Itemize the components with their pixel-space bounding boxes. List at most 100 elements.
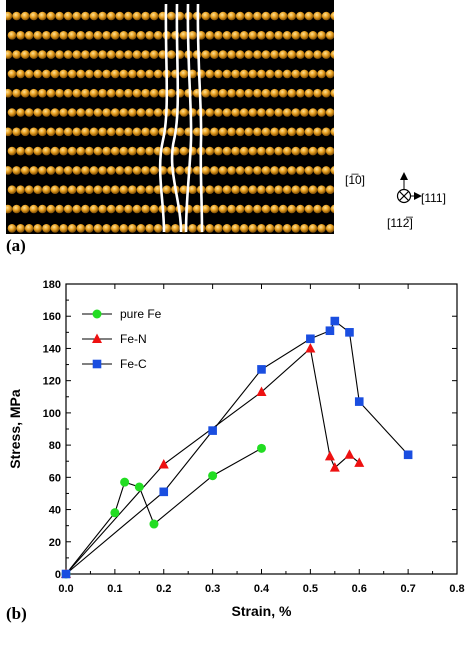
atom <box>153 108 163 117</box>
data-point-pure-fe <box>149 519 159 529</box>
atom <box>24 185 34 194</box>
atom <box>171 224 180 233</box>
atom <box>132 166 142 175</box>
x-tick-label: 0.2 <box>156 583 171 595</box>
atom <box>253 204 262 214</box>
series-line-fe-n <box>65 347 360 575</box>
atom <box>63 204 73 214</box>
atom <box>136 69 146 79</box>
atom <box>149 50 159 59</box>
atom <box>76 185 86 194</box>
data-point-fe-c <box>257 365 266 374</box>
atom <box>136 185 146 194</box>
atom <box>145 31 154 40</box>
atom <box>106 50 116 59</box>
atom <box>304 11 314 21</box>
dislocation-line <box>158 3 169 233</box>
atom <box>72 88 82 98</box>
atom <box>76 108 86 117</box>
atom <box>67 146 77 156</box>
dislocation-line <box>184 3 193 233</box>
atom <box>205 146 215 156</box>
atom <box>89 204 99 214</box>
atom <box>313 127 322 137</box>
atom <box>330 50 334 59</box>
panel-label-b: (b) <box>6 604 27 623</box>
atom <box>222 31 232 40</box>
atom <box>167 127 176 137</box>
atom <box>296 127 305 137</box>
atom <box>124 127 133 137</box>
atom <box>265 185 275 194</box>
atom <box>20 88 30 98</box>
atom <box>201 50 211 59</box>
x-tick-label: 0.1 <box>107 583 122 595</box>
atom <box>98 127 107 137</box>
atom <box>16 108 25 117</box>
legend-label-fe-c: Fe-C <box>120 357 147 371</box>
legend-marker-fe-n <box>92 333 102 343</box>
atom <box>274 224 283 233</box>
atom <box>239 224 249 233</box>
x-tick-label: 0.6 <box>352 583 367 595</box>
atom <box>265 69 275 79</box>
atom <box>55 11 64 21</box>
atom <box>106 127 116 137</box>
atom <box>38 88 47 98</box>
atom <box>46 204 56 214</box>
atom <box>20 127 30 137</box>
atom <box>7 224 17 233</box>
atom <box>244 166 254 175</box>
atom <box>218 127 228 137</box>
atom <box>325 224 334 233</box>
atom <box>278 50 288 59</box>
atom <box>296 166 305 175</box>
atom <box>149 127 159 137</box>
atom <box>248 31 258 40</box>
atom <box>270 127 279 137</box>
atom <box>24 69 34 79</box>
atom <box>29 50 39 59</box>
atom <box>330 88 334 98</box>
atom <box>67 185 77 194</box>
atom <box>227 127 236 137</box>
atom <box>136 108 146 117</box>
atom <box>153 224 163 233</box>
atom <box>55 166 64 175</box>
atom <box>308 224 318 233</box>
atom <box>321 166 331 175</box>
atom <box>89 127 99 137</box>
atom <box>63 166 73 175</box>
atom <box>282 31 292 40</box>
atom <box>81 88 90 98</box>
atom <box>313 50 322 59</box>
dislocation-line <box>196 3 204 233</box>
atom <box>102 31 111 40</box>
atom <box>85 224 94 233</box>
atom <box>115 127 125 137</box>
atom <box>308 69 318 79</box>
atom <box>59 224 68 233</box>
atom <box>291 31 301 40</box>
atom <box>287 88 297 98</box>
atom <box>12 204 21 214</box>
atom <box>239 185 249 194</box>
atom <box>325 108 334 117</box>
atom <box>222 108 232 117</box>
data-point-fe-c <box>403 450 413 460</box>
atom <box>29 166 39 175</box>
atom <box>239 146 249 156</box>
atom <box>218 88 228 98</box>
atom <box>300 185 309 194</box>
atom <box>128 69 137 79</box>
data-point-fe-n <box>256 386 267 396</box>
atom <box>76 31 86 40</box>
atom <box>149 11 159 21</box>
atom <box>257 31 266 40</box>
atom <box>235 166 245 175</box>
atom <box>300 108 309 117</box>
atom <box>16 224 25 233</box>
atom <box>46 50 56 59</box>
y-tick-label: 100 <box>43 408 61 420</box>
atom <box>50 185 60 194</box>
